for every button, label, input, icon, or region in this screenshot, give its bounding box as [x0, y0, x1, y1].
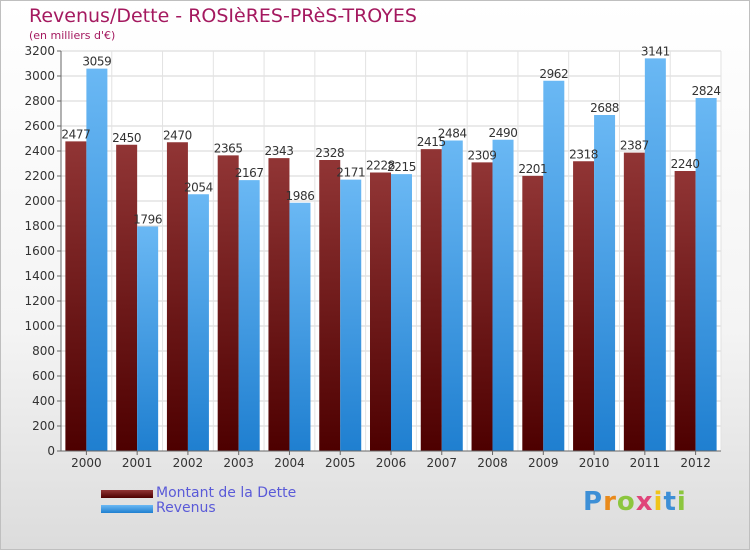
data-label-revenus: 2824	[692, 84, 721, 98]
bar-dette	[471, 162, 493, 451]
bar-dette	[674, 171, 696, 451]
bar-dette	[623, 152, 645, 451]
bar-dette	[268, 158, 290, 451]
y-tick-label: 1600	[24, 244, 55, 258]
logo-letter: r	[603, 487, 617, 517]
bar-revenus	[391, 174, 412, 451]
bar-revenus	[86, 68, 108, 451]
bar-revenus	[543, 80, 565, 451]
x-tick-label: 2003	[223, 456, 254, 470]
y-tick-label: 2800	[24, 94, 55, 108]
legend-label-dette: Montant de la Dette	[156, 485, 297, 501]
data-label-dette: 2477	[61, 127, 90, 141]
y-tick-label: 2200	[24, 169, 55, 183]
data-label-revenus: 2054	[184, 180, 213, 194]
x-tick-label: 2000	[71, 456, 102, 470]
x-tick-label: 2006	[376, 456, 407, 470]
data-label-revenus: 2688	[590, 101, 619, 115]
bar-revenus	[137, 226, 159, 451]
data-label-dette: 2240	[671, 157, 700, 171]
y-tick-label: 1200	[24, 294, 55, 308]
legend-swatch-dette	[101, 490, 153, 498]
bar-dette	[65, 141, 87, 451]
data-label-revenus: 2167	[235, 166, 264, 180]
y-tick-label: 1800	[24, 219, 55, 233]
x-tick-label: 2004	[274, 456, 305, 470]
logo-letter: i	[676, 487, 687, 517]
bar-dette	[522, 175, 544, 451]
x-tick-label: 2008	[477, 456, 508, 470]
x-tick-label: 2007	[426, 456, 457, 470]
data-label-dette: 2415	[417, 135, 446, 149]
data-label-dette: 2365	[214, 141, 243, 155]
x-tick-label: 2001	[122, 456, 153, 470]
bar-revenus	[695, 98, 717, 451]
y-tick-label: 800	[32, 344, 55, 358]
data-label-dette: 2343	[264, 144, 293, 158]
x-tick-label: 2011	[630, 456, 661, 470]
bar-dette	[217, 155, 239, 451]
bar-revenus	[340, 179, 362, 451]
y-tick-label: 3000	[24, 69, 55, 83]
x-tick-label: 2009	[528, 456, 559, 470]
x-tick-label: 2005	[325, 456, 356, 470]
data-label-revenus: 2484	[438, 127, 467, 141]
data-label-dette: 2309	[468, 148, 497, 162]
x-tick-label: 2002	[173, 456, 204, 470]
data-label-revenus: 3059	[82, 55, 111, 69]
bar-dette	[370, 172, 391, 451]
chart-title: Revenus/Dette - ROSIèRES-PRèS-TROYES	[29, 5, 417, 27]
data-label-dette: 2387	[620, 139, 649, 153]
logo-letter: o	[616, 487, 636, 517]
legend-swatch-revenus	[101, 505, 153, 513]
bar-revenus	[594, 115, 616, 451]
data-label-revenus: 2215	[387, 160, 416, 174]
data-label-dette: 2450	[112, 131, 141, 145]
logo-letter: P	[583, 487, 604, 517]
data-label-dette: 2201	[518, 162, 547, 176]
bar-revenus	[644, 58, 666, 451]
y-tick-label: 400	[32, 394, 55, 408]
data-label-revenus: 2171	[336, 166, 365, 180]
y-tick-label: 200	[32, 419, 55, 433]
bar-dette	[116, 144, 138, 451]
legend-label-revenus: Revenus	[156, 500, 216, 516]
y-tick-label: 1000	[24, 319, 55, 333]
bar-revenus	[238, 180, 260, 451]
data-label-dette: 2470	[163, 128, 192, 142]
y-tick-label: 3200	[24, 44, 55, 58]
y-tick-label: 2000	[24, 194, 55, 208]
data-label-revenus: 2490	[489, 126, 518, 140]
bar-dette	[319, 160, 341, 451]
logo-letter: x	[635, 487, 654, 517]
y-tick-label: 2600	[24, 119, 55, 133]
bar-dette	[573, 161, 595, 451]
bar-revenus	[187, 194, 209, 451]
proxiti-logo: Proxiti	[583, 487, 687, 517]
logo-letter: t	[663, 487, 677, 517]
bar-revenus	[289, 202, 311, 451]
x-tick-label: 2010	[579, 456, 610, 470]
y-tick-label: 2400	[24, 144, 55, 158]
y-tick-label: 600	[32, 369, 55, 383]
logo-letter: i	[653, 487, 664, 517]
data-label-revenus: 2962	[539, 67, 568, 81]
x-tick-label: 2012	[680, 456, 711, 470]
data-label-revenus: 1986	[285, 189, 314, 203]
chart-subtitle: (en milliers d'€)	[29, 29, 116, 42]
bar-revenus	[492, 139, 514, 451]
bar-dette	[420, 149, 442, 451]
y-tick-label: 1400	[24, 269, 55, 283]
data-label-dette: 2228	[366, 159, 395, 173]
y-tick-label: 0	[47, 444, 55, 458]
bar-dette	[166, 142, 188, 451]
data-label-dette: 2318	[569, 147, 598, 161]
data-label-revenus: 3141	[641, 44, 670, 58]
data-label-revenus: 1796	[133, 213, 162, 227]
data-label-dette: 2328	[315, 146, 344, 160]
bar-revenus	[441, 140, 463, 451]
